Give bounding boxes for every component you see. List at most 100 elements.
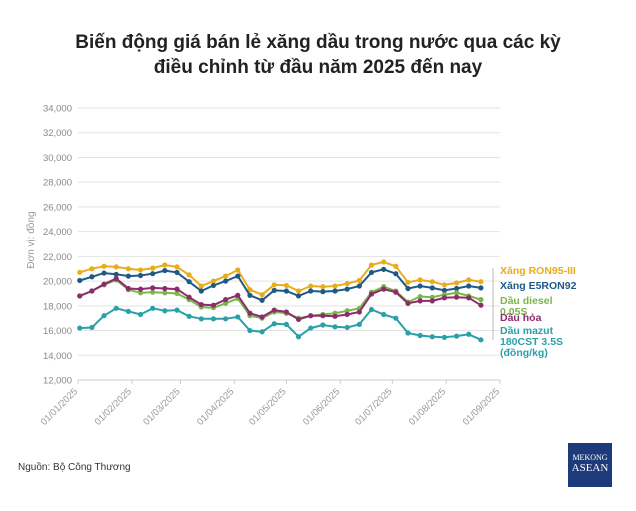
data-point [453,280,460,286]
data-point [259,297,265,303]
y-tick-label: 32,000 [43,128,72,139]
data-point [150,271,156,277]
data-point [162,285,168,292]
y-tick-label: 20,000 [43,277,72,288]
data-point [381,266,387,272]
data-point [77,269,83,275]
data-point [283,282,289,289]
data-point [113,305,119,311]
data-point [429,294,435,300]
legend-label: Xăng RON95-III [500,265,576,277]
chart-title: Biến động giá bán lẻ xăng dầu trong nước… [75,32,561,78]
data-point [417,283,423,289]
data-point [235,273,241,279]
data-point [295,316,302,323]
data-point [393,289,399,295]
legend-label: Dầu diesel 0.05S [500,295,553,318]
data-point [89,266,95,272]
data-point [417,332,423,339]
data-point [271,287,277,293]
y-tick-label: 16,000 [43,326,72,337]
data-point [332,324,338,330]
data-point [77,325,83,331]
x-tick-label: 01/05/2025 [247,386,288,427]
data-point [466,277,472,283]
data-point [308,325,314,331]
data-point [429,279,435,285]
data-point [162,290,168,296]
data-point [441,287,448,293]
data-point [150,285,156,291]
data-point [198,316,204,322]
data-point [210,316,217,322]
logo-text: ASEAN [571,462,609,474]
data-point [174,269,180,276]
data-point [113,264,119,270]
data-point [466,283,472,289]
data-point [247,327,253,334]
data-point [210,282,217,289]
data-point [271,307,277,313]
data-point [174,264,180,270]
data-point [235,267,241,273]
data-point [223,300,229,306]
data-point [441,334,448,340]
legend-label: Dầu hỏa [500,312,542,324]
data-point [271,282,277,288]
data-point [125,273,131,279]
data-point [113,276,119,282]
data-point [77,293,83,299]
data-point [283,309,289,315]
data-point [101,281,107,287]
y-tick-label: 26,000 [43,202,72,213]
data-point [478,337,484,343]
data-point [478,302,484,308]
data-point [405,285,411,292]
data-point [368,269,375,276]
data-point [150,305,156,311]
series-line [79,277,482,321]
legend-label: Dầu mazut 180CST 3.5S (đồng/kg) [500,325,564,359]
x-tick-label: 01/07/2025 [353,386,394,427]
data-point [210,302,217,308]
data-point [162,308,168,314]
data-point [186,279,192,285]
data-point [332,313,338,319]
y-tick-label: 28,000 [43,178,72,189]
data-point [101,263,107,269]
y-tick-label: 34,000 [43,104,72,115]
logo-text: MEKONG [572,453,608,462]
data-point [344,286,350,292]
data-point [186,313,192,319]
data-point [223,273,229,279]
data-point [198,283,204,289]
data-point [271,321,277,327]
data-point [344,308,350,314]
data-point [198,288,204,294]
data-point [356,277,362,284]
y-tick-label: 24,000 [43,227,72,238]
data-point [453,285,460,292]
y-tick-label: 12,000 [43,376,72,387]
data-point [381,286,387,292]
data-point [441,282,448,288]
data-point [137,272,144,279]
data-point [283,288,289,294]
y-tick-label: 30,000 [43,153,72,164]
legend-label: Xăng E5RON92 [500,280,577,292]
series-line [79,307,482,341]
series-line [79,268,482,302]
x-tick-label: 01/04/2025 [195,386,236,427]
data-point [247,310,253,316]
data-point [356,283,362,289]
data-point [295,288,302,294]
data-point [368,306,375,313]
y-tick-label: 18,000 [43,301,72,312]
data-point [405,300,411,306]
source: Nguồn: Bộ Công Thương [18,462,131,473]
data-point [417,277,423,283]
data-point [308,288,314,294]
data-point [478,279,484,285]
data-point [137,290,144,296]
